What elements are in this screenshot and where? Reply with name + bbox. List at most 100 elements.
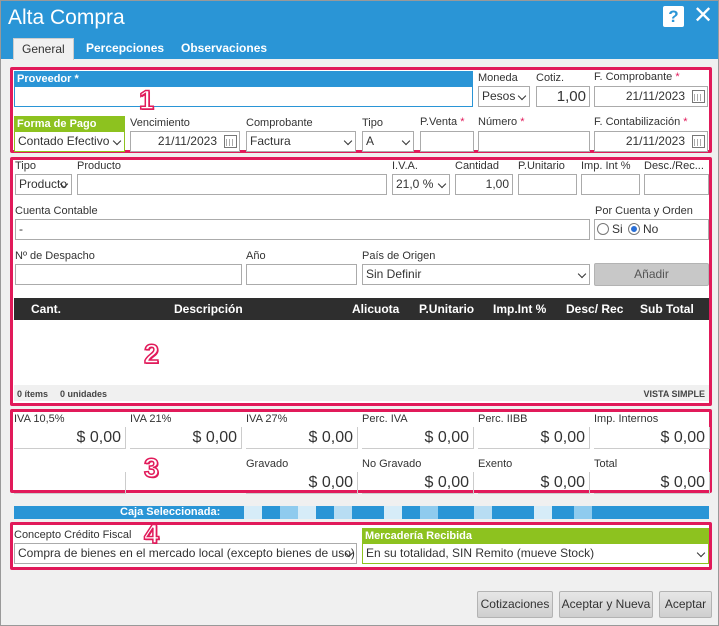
despacho-label: Nº de Despacho xyxy=(15,250,95,262)
forma-pago-label: Forma de Pago xyxy=(14,116,125,131)
imp-internos-label: Imp. Internos xyxy=(594,413,659,425)
caja-stripe xyxy=(298,506,316,519)
cuenta-contable-label: Cuenta Contable xyxy=(15,205,98,217)
iva27-label: IVA 27% xyxy=(246,413,288,425)
cotiz-input[interactable]: 1,00 xyxy=(536,86,590,107)
col-impint[interactable]: Imp.Int % xyxy=(493,302,547,316)
despacho-input[interactable] xyxy=(15,264,242,285)
cuenta-contable-input[interactable]: - xyxy=(15,219,590,240)
punitario-label: P.Unitario xyxy=(518,160,565,172)
por-cuenta-orden-label: Por Cuenta y Orden xyxy=(595,205,693,217)
vista-simple-link[interactable]: VISTA SIMPLE xyxy=(643,389,705,399)
tipo-select[interactable]: A xyxy=(362,131,414,152)
mercaderia-select[interactable]: En su totalidad, SIN Remito (mueve Stock… xyxy=(362,543,709,564)
items-table-footer: 0 ítems 0 unidades VISTA SIMPLE xyxy=(14,385,709,401)
numero-label: Número * xyxy=(478,116,525,128)
exento-label: Exento xyxy=(478,458,513,470)
caja-stripe xyxy=(420,506,438,519)
radio-no[interactable] xyxy=(628,223,640,235)
cotizaciones-button[interactable]: Cotizaciones xyxy=(477,591,553,618)
imp-internos-value: $ 0,00 xyxy=(594,427,710,449)
window-title: Alta Compra xyxy=(8,6,125,29)
exento-value: $ 0,00 xyxy=(478,472,590,494)
caja-stripe xyxy=(280,506,298,519)
moneda-label: Moneda xyxy=(478,72,518,84)
perc-iibb-value: $ 0,00 xyxy=(478,427,590,449)
comprobante-label: Comprobante xyxy=(246,117,313,129)
iva27-value: $ 0,00 xyxy=(246,427,358,449)
anio-input[interactable] xyxy=(246,264,357,285)
col-alicuota[interactable]: Alicuota xyxy=(352,302,400,316)
caja-stripe xyxy=(474,506,492,519)
col-punitario[interactable]: P.Unitario xyxy=(419,302,475,316)
annotation-2: 2 xyxy=(143,338,160,370)
no-gravado-label: No Gravado xyxy=(362,458,422,470)
iva-label: I.V.A. xyxy=(392,160,418,172)
caja-seleccionada-bar[interactable]: Caja Seleccionada: xyxy=(14,506,709,519)
anio-label: Año xyxy=(246,250,266,262)
col-subtotal[interactable]: Sub Total xyxy=(640,302,694,316)
total-value: $ 0,00 xyxy=(594,472,710,494)
pventa-label: P.Venta * xyxy=(420,116,465,128)
producto-input[interactable] xyxy=(77,174,387,195)
pais-origen-label: País de Origen xyxy=(362,250,436,262)
si-label: Si xyxy=(612,222,623,236)
concepto-select[interactable]: Compra de bienes en el mercado local (ex… xyxy=(14,543,357,564)
calendar-icon[interactable] xyxy=(224,135,237,148)
title-bar: Alta Compra ? ✕ General Percepciones Obs… xyxy=(1,1,718,60)
pais-origen-select[interactable]: Sin Definir xyxy=(362,264,590,285)
desc-input[interactable] xyxy=(644,174,709,195)
tab-percepciones[interactable]: Percepciones xyxy=(86,41,165,55)
anadir-button[interactable]: Añadir xyxy=(594,263,709,286)
col-cant[interactable]: Cant. xyxy=(31,302,61,316)
por-cuenta-orden-group: Si No xyxy=(594,219,709,240)
caja-stripe xyxy=(334,506,352,519)
vencimiento-label: Vencimiento xyxy=(130,117,190,129)
cantidad-label: Cantidad xyxy=(455,160,500,172)
pventa-input[interactable] xyxy=(420,131,474,152)
aceptar-button[interactable]: Aceptar xyxy=(659,591,712,618)
punitario-input[interactable] xyxy=(518,174,577,195)
annotation-4: 4 xyxy=(143,518,160,550)
cotiz-label: Cotiz. xyxy=(536,72,565,84)
iva105-label: IVA 10,5% xyxy=(14,413,65,425)
iva105-value: $ 0,00 xyxy=(14,427,126,449)
fecha-comprobante-label: F. Comprobante * xyxy=(594,71,680,83)
numero-input[interactable] xyxy=(478,131,590,152)
fecha-contabilizacion-input[interactable]: 21/11/2023 xyxy=(594,131,708,152)
vencimiento-input[interactable]: 21/11/2023 xyxy=(130,131,240,152)
comprobante-select[interactable]: Factura xyxy=(246,131,356,152)
radio-si[interactable] xyxy=(597,223,609,235)
tab-observaciones[interactable]: Observaciones xyxy=(181,41,268,55)
calendar-icon[interactable] xyxy=(692,135,705,148)
moneda-select[interactable]: Pesos xyxy=(478,86,530,107)
items-count: 0 ítems xyxy=(17,389,49,399)
close-icon[interactable]: ✕ xyxy=(693,2,714,29)
desc-label: Desc./Rec... xyxy=(644,160,704,172)
item-tipo-label: Tipo xyxy=(15,160,36,172)
aceptar-y-nueva-button[interactable]: Aceptar y Nueva xyxy=(559,591,653,618)
proveedor-input[interactable] xyxy=(14,86,473,107)
col-desc-rec[interactable]: Desc/ Rec xyxy=(566,302,624,316)
cantidad-input[interactable]: 1,00 xyxy=(455,174,513,195)
caja-stripe xyxy=(574,506,592,519)
gravado-label: Gravado xyxy=(246,458,289,470)
tab-general[interactable]: General xyxy=(13,38,74,60)
fecha-comprobante-input[interactable]: 21/11/2023 xyxy=(594,86,708,107)
iva21-value: $ 0,00 xyxy=(130,427,242,449)
producto-label: Producto xyxy=(77,160,122,172)
caja-stripe xyxy=(534,506,552,519)
iva-select[interactable]: 21,0 % xyxy=(392,174,450,195)
caja-seleccionada-label: Caja Seleccionada: xyxy=(120,506,221,518)
annotation-3: 3 xyxy=(143,452,160,484)
col-descripcion[interactable]: Descripción xyxy=(174,302,243,316)
impint-input[interactable] xyxy=(581,174,640,195)
gravado-value: $ 0,00 xyxy=(246,472,358,494)
units-count: 0 unidades xyxy=(60,389,108,399)
perc-iva-label: Perc. IVA xyxy=(362,413,408,425)
help-icon[interactable]: ? xyxy=(663,6,684,27)
forma-pago-select[interactable]: Contado Efectivo xyxy=(14,131,125,152)
item-tipo-select[interactable]: Producto xyxy=(15,174,72,195)
calendar-icon[interactable] xyxy=(692,90,705,103)
